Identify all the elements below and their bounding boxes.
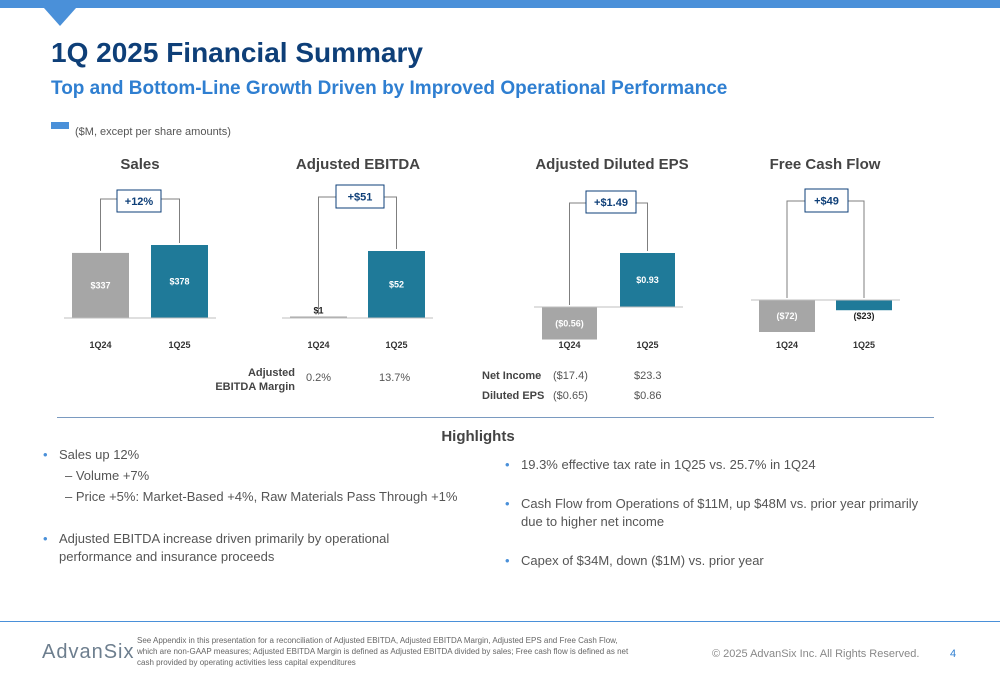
net-income-label: Net Income — [482, 370, 542, 382]
bar-3-1Q25 — [836, 300, 892, 311]
bar-value-label-0-1: $378 — [169, 277, 189, 287]
bullet-cashflow: Cash Flow from Operations of $11M, up $4… — [505, 495, 935, 531]
category-label-0-0: 1Q24 — [89, 340, 111, 350]
diluted-eps-label: Diluted EPS — [482, 390, 545, 402]
chart-title-fcf: Free Cash Flow — [769, 156, 881, 173]
bullet-sales: Sales up 12% — [43, 446, 463, 464]
page-title: 1Q 2025 Financial Summary — [51, 37, 423, 68]
bar-value-label-1-1: $52 — [389, 280, 404, 290]
bar-0-1Q24 — [72, 252, 129, 318]
delta-box-1 — [335, 184, 385, 209]
diluted-eps-1q25: $0.86 — [634, 390, 662, 402]
bar-value-label-3-1: ($23) — [853, 311, 874, 321]
bar-value-label-2-0: ($0.56) — [555, 318, 584, 328]
bar-1-1Q25 — [368, 251, 425, 318]
delta-label-2: +$1.49 — [594, 197, 628, 209]
highlights-right: 19.3% effective tax rate in 1Q25 vs. 25.… — [505, 456, 935, 570]
top-notch-decoration — [44, 8, 76, 26]
bar-value-label-3-0: ($72) — [776, 311, 797, 321]
charts-canvas: $3371Q24$3781Q25+12%$11Q24$521Q25+$51($0… — [64, 184, 900, 350]
bullet-tax: 19.3% effective tax rate in 1Q25 vs. 25.… — [505, 456, 935, 474]
bar-2-1Q24 — [542, 307, 597, 340]
bullet-ebitda: Adjusted EBITDA increase driven primaril… — [43, 530, 463, 566]
category-label-1-0: 1Q24 — [307, 340, 329, 350]
diluted-eps-1q24: ($0.65) — [553, 390, 588, 402]
delta-label-1: +$51 — [348, 192, 373, 204]
bar-0-1Q25 — [151, 245, 208, 318]
delta-label-0: +12% — [125, 196, 154, 208]
bar-value-label-0-0: $337 — [90, 280, 110, 290]
bar-2-1Q25 — [620, 253, 675, 307]
advansix-logo: AdvanSix — [42, 641, 135, 663]
net-income-1q25: $23.3 — [634, 370, 662, 382]
units-note: ($M, except per share amounts) — [75, 126, 231, 138]
bullet-capex: Capex of $34M, down ($1M) vs. prior year — [505, 552, 935, 570]
delta-box-3 — [804, 188, 849, 213]
net-income-1q24: ($17.4) — [553, 370, 588, 382]
ebitda-margin-1q25: 13.7% — [379, 372, 411, 384]
delta-label-3: +$49 — [814, 196, 839, 208]
bullet-price: – Price +5%: Market-Based +4%, Raw Mater… — [65, 489, 458, 504]
highlights-title: Highlights — [441, 428, 515, 445]
section-divider — [57, 417, 934, 418]
bar-value-label-2-1: $0.93 — [636, 275, 659, 285]
top-accent-bar — [0, 0, 1000, 8]
chart-title-sales: Sales — [120, 156, 160, 173]
ebitda-margin-1q24: 0.2% — [306, 372, 332, 384]
category-label-1-1: 1Q25 — [385, 340, 407, 350]
highlights-left: Sales up 12% – Volume +7% – Price +5%: M… — [43, 446, 463, 566]
chart-title-eps: Adjusted Diluted EPS — [535, 156, 689, 173]
bullet-volume: – Volume +7% — [65, 468, 150, 483]
delta-box-0 — [116, 189, 162, 213]
category-label-2-1: 1Q25 — [636, 340, 658, 350]
copyright: © 2025 AdvanSix Inc. All Rights Reserved… — [712, 648, 920, 660]
category-label-3-0: 1Q24 — [776, 340, 798, 350]
units-swatch — [51, 122, 69, 129]
delta-bracket-3 — [786, 200, 865, 298]
page-subtitle: Top and Bottom-Line Growth Driven by Imp… — [51, 78, 728, 99]
bar-3-1Q24 — [759, 300, 815, 332]
chart-title-ebitda: Adjusted EBITDA — [295, 156, 421, 173]
category-label-0-1: 1Q25 — [168, 340, 190, 350]
ebitda-margin-label: Adjusted EBITDA Margin — [215, 367, 295, 393]
delta-box-2 — [585, 190, 637, 214]
category-label-3-1: 1Q25 — [853, 340, 875, 350]
footnote: See Appendix in this presentation for a … — [137, 636, 629, 667]
footer-divider — [0, 621, 1000, 622]
page-number: 4 — [950, 648, 957, 660]
category-label-2-0: 1Q24 — [558, 340, 580, 350]
bar-1-1Q24 — [290, 316, 347, 318]
